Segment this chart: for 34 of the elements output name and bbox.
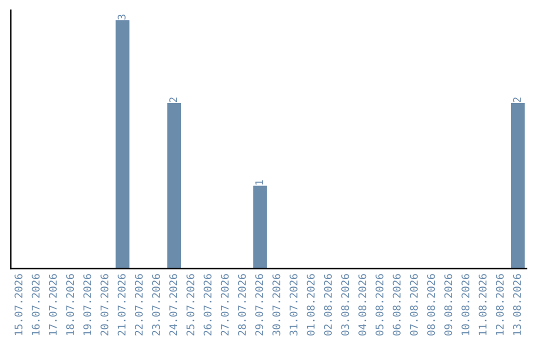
x-tick-label: 05.08.2026 <box>376 274 384 336</box>
data-label: 3 <box>118 14 126 20</box>
x-tick-label: 11.08.2026 <box>478 274 487 335</box>
x-tick-label: 12.08.2026 <box>496 274 504 335</box>
data-label: 1 <box>255 180 263 185</box>
x-tick-label: 26.07.2026 <box>204 274 212 336</box>
x-tick-label: 31.07.2026 <box>290 274 298 336</box>
x-tick-label: 15.07.2026 <box>14 274 22 335</box>
x-tick-label: 06.08.2026 <box>392 274 401 336</box>
x-tick-label: 18.07.2026 <box>66 274 74 335</box>
x-tick-label: 27.07.2026 <box>220 274 229 336</box>
x-tick-label: 17.07.2026 <box>48 274 57 335</box>
data-label: 2 <box>513 98 521 102</box>
x-tick-label: 19.07.2026 <box>83 274 92 335</box>
x-tick-label: 10.08.2026 <box>462 274 470 335</box>
data-label: 2 <box>169 98 178 102</box>
x-tick-label: 04.08.2026 <box>358 274 366 336</box>
x-tick-label: 22.07.2026 <box>134 274 143 336</box>
x-tick-label: 20.07.2026 <box>100 274 108 336</box>
x-tick-label: 13.08.2026 <box>513 274 521 335</box>
x-tick-label: 30.07.2026 <box>272 274 280 336</box>
x-tick-label: 29.07.2026 <box>255 274 264 336</box>
x-tick-label: 24.07.2026 <box>169 274 178 336</box>
x-tick-label: 02.08.2026 <box>324 274 332 336</box>
x-tick-label: 16.07.2026 <box>32 274 40 335</box>
x-tick-label: 03.08.2026 <box>341 274 350 336</box>
x-tick-label: 23.07.2026 <box>152 274 160 336</box>
x-tick-label: 09.08.2026 <box>444 274 452 336</box>
x-tick-label: 08.08.2026 <box>427 274 436 336</box>
x-tick-label: 07.08.2026 <box>410 274 418 336</box>
x-tick-label: 25.07.2026 <box>186 274 194 336</box>
x-tick-label: 01.08.2026 <box>306 274 315 336</box>
x-tick-label: 21.07.2026 <box>118 274 126 336</box>
x-tick-label: 28.07.2026 <box>238 274 246 336</box>
